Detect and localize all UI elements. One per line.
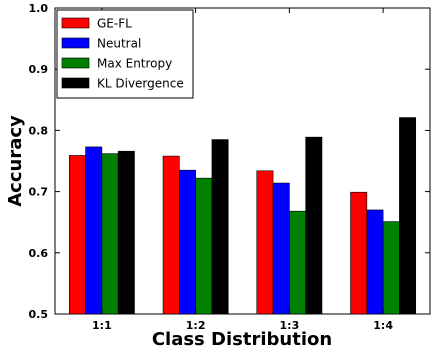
bar-1-1-neutral [85, 146, 103, 315]
legend-label-max-entropy: Max Entropy [97, 57, 172, 71]
legend-swatch-neutral [61, 37, 90, 49]
y-tick-label: 0.5 [29, 308, 49, 321]
bar-1-4-kl-divergence [399, 117, 417, 315]
y-tick-label: 0.9 [29, 63, 49, 76]
bar-1-4-neutral [366, 209, 384, 315]
y-tick-label: 0.7 [29, 186, 49, 199]
x-axis-label: Class Distribution [152, 329, 332, 350]
legend-label-neutral: Neutral [97, 37, 141, 51]
y-axis-label: Accuracy [5, 115, 26, 207]
legend-label-ge-fl: GE-FL [97, 17, 132, 31]
legend-swatch-max-entropy [61, 57, 90, 69]
bar-1-3-kl-divergence [305, 136, 323, 315]
bar-1-2-kl-divergence [211, 139, 229, 315]
y-tick-label: 0.8 [29, 124, 49, 137]
bar-1-2-ge-fl [162, 155, 180, 315]
y-axis-ticks: 0.5 0.6 0.7 0.8 0.9 1.0 [29, 2, 430, 321]
bar-1-3-ge-fl [256, 170, 274, 315]
bar-1-3-max-entropy [289, 210, 306, 315]
legend-swatch-ge-fl [61, 17, 90, 29]
x-axis-ticks: 1:1 1:2 1:3 1:4 [92, 8, 393, 332]
x-tick-label: 1:1 [92, 319, 112, 332]
bar-1-1-ge-fl [68, 155, 86, 315]
legend: GE-FL Neutral Max Entropy KL Divergence [56, 9, 194, 99]
x-tick-label: 1:3 [280, 319, 300, 332]
x-tick-label: 1:2 [186, 319, 206, 332]
legend-swatch-kl-divergence [61, 77, 90, 89]
bars-group [68, 117, 417, 315]
y-tick-label: 0.6 [29, 247, 49, 260]
bar-1-2-max-entropy [195, 177, 213, 315]
legend-label-kl-divergence: KL Divergence [97, 77, 184, 91]
bar-1-3-neutral [272, 182, 290, 315]
bar-1-4-max-entropy [382, 221, 400, 315]
bar-1-2-neutral [179, 169, 196, 315]
bar-1-1-max-entropy [101, 153, 119, 315]
y-tick-label: 1.0 [29, 2, 49, 15]
bar-1-1-kl-divergence [117, 150, 135, 315]
bar-1-4-ge-fl [350, 191, 368, 315]
x-tick-label: 1:4 [373, 319, 393, 332]
